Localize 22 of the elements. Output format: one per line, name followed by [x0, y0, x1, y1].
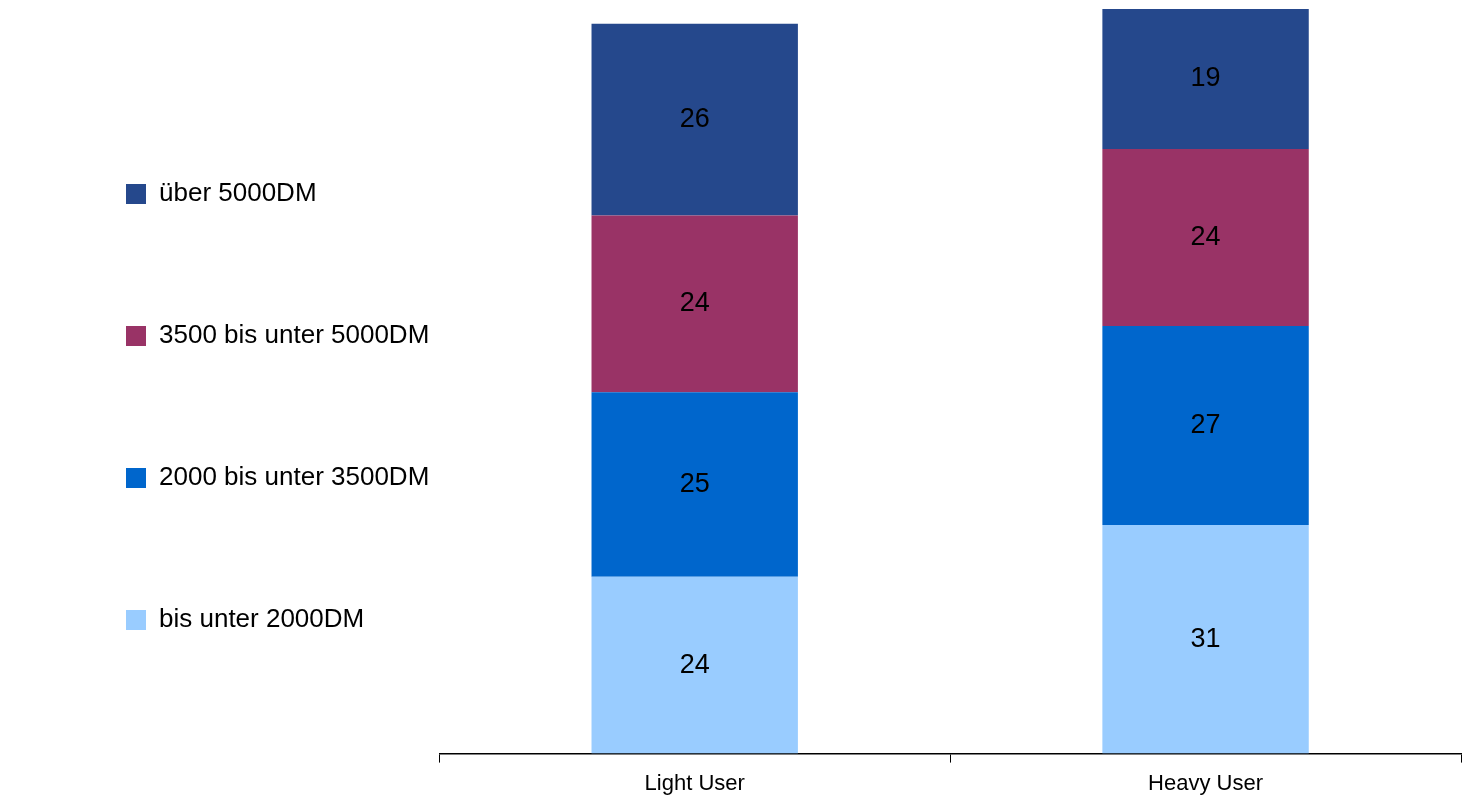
data-label: 24	[679, 287, 710, 318]
legend-label: 3500 bis unter 5000DM	[159, 319, 430, 350]
data-label: 27	[1190, 408, 1221, 439]
legend-label: 2000 bis unter 3500DM	[159, 461, 430, 492]
data-label: 24	[1190, 220, 1221, 251]
bar	[591, 215, 798, 393]
bar	[1102, 149, 1309, 327]
data-label: 25	[679, 467, 710, 498]
bar	[1102, 525, 1309, 754]
bar	[591, 392, 798, 577]
bar	[1102, 9, 1309, 150]
legend-label: bis unter 2000DM	[159, 603, 365, 634]
bar	[591, 576, 798, 754]
data-label: 31	[1190, 622, 1221, 653]
data-label: 24	[679, 648, 710, 679]
bar	[591, 23, 798, 216]
data-label: 26	[679, 103, 710, 134]
legend-label: über 5000DM	[159, 177, 317, 208]
data-label: 19	[1190, 62, 1221, 93]
bar	[1102, 326, 1309, 526]
x-tick-label: Light User	[644, 769, 745, 795]
x-tick-label: Heavy User	[1148, 769, 1264, 795]
